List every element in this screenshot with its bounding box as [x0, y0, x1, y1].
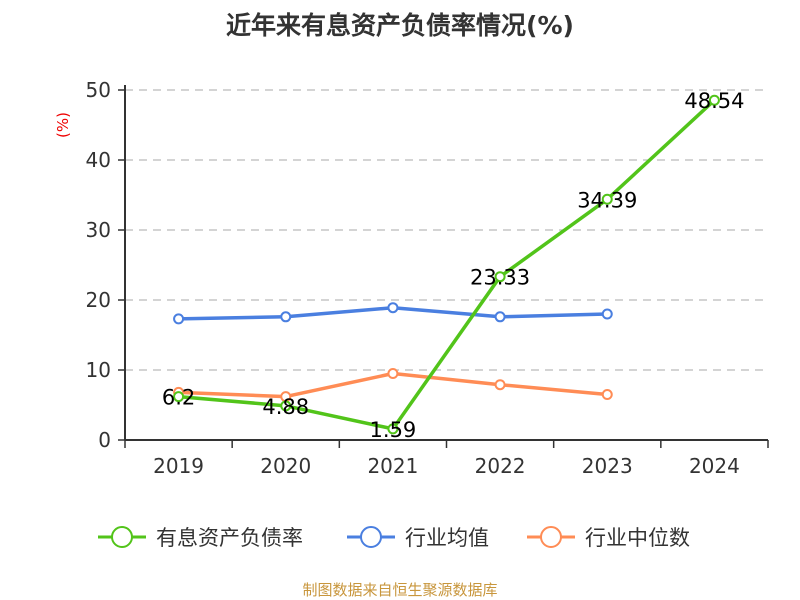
data-label: 34.39: [577, 188, 637, 212]
data-label: 48.54: [684, 89, 744, 113]
y-tick-label: 40: [86, 148, 111, 172]
y-tick-label: 0: [98, 428, 111, 452]
data-point: [387, 423, 399, 435]
data-point: [601, 308, 613, 320]
data-point: [494, 311, 506, 323]
x-tick-label: 2023: [582, 454, 633, 478]
y-tick-label: 20: [86, 288, 111, 312]
legend-marker-icon: [111, 526, 133, 548]
y-tick-label: 10: [86, 358, 111, 382]
y-axis-label: (%): [54, 112, 72, 138]
legend-label: 行业中位数: [585, 526, 690, 550]
data-point: [601, 193, 613, 205]
data-label: 6.2: [162, 386, 195, 410]
chart-title: 近年来有息资产负债率情况(%): [226, 11, 574, 40]
x-tick-label: 2020: [260, 454, 311, 478]
data-label: 4.88: [262, 395, 309, 419]
data-point: [280, 311, 292, 323]
data-point: [387, 368, 399, 379]
x-tick-label: 2021: [367, 454, 418, 478]
data-point: [494, 271, 506, 283]
series-line-0: [178, 98, 716, 431]
data-point: [173, 313, 185, 325]
x-tick-label: 2022: [475, 454, 526, 478]
source-note: 制图数据来自恒生聚源数据库: [302, 581, 498, 599]
data-point: [173, 391, 185, 403]
data-point: [601, 389, 613, 400]
data-point: [494, 379, 506, 391]
x-tick-label: 2024: [689, 454, 740, 478]
y-tick-label: 30: [86, 218, 111, 242]
y-tick-label: 50: [86, 78, 111, 102]
data-point: [387, 302, 399, 314]
legend-marker-icon: [360, 526, 382, 548]
data-label: 1.59: [370, 418, 417, 442]
data-point: [280, 400, 292, 412]
x-tick-label: 2019: [153, 454, 204, 478]
legend-marker-icon: [540, 526, 562, 548]
legend-label: 有息资产负债率: [156, 526, 303, 550]
legend-label: 行业均值: [405, 526, 489, 550]
data-point: [708, 94, 720, 106]
data-label: 23.33: [470, 266, 530, 290]
